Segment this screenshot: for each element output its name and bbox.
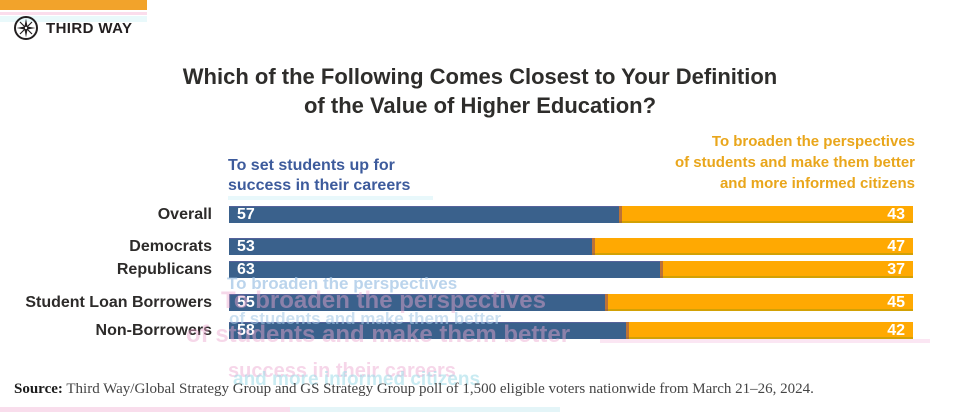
chart-title-line2: of the Value of Higher Education? — [303, 92, 657, 118]
bar-track: 63 37 — [229, 261, 913, 278]
legend-blue-series: To set students up for success in their … — [228, 156, 410, 196]
blue-value-label: 63 — [237, 261, 255, 278]
orange-segment: 47 — [591, 238, 913, 255]
bar-track: 55 45 — [229, 294, 913, 311]
bar-track: 57 43 — [229, 206, 913, 223]
category-label: Student Loan Borrowers — [25, 294, 212, 311]
category-label: Democrats — [129, 238, 212, 255]
blue-segment: 58 — [229, 322, 626, 339]
bar-row-democrats: Democrats 53 47 — [0, 238, 913, 255]
orange-value-label: 37 — [887, 261, 905, 278]
compression-artifact-strip — [0, 16, 147, 22]
compression-artifact-strip — [290, 407, 560, 412]
orange-segment: 43 — [618, 206, 913, 223]
compression-artifact-strip — [0, 407, 290, 412]
legend-orange-line2: of students and make them better — [674, 154, 915, 171]
bar-row-non-borrowers: Non-Borrowers 58 42 — [0, 322, 913, 339]
blue-segment: 57 — [229, 206, 619, 223]
chart-title-line1: Which of the Following Comes Closest to … — [182, 63, 778, 89]
compression-artifact-strip — [228, 196, 433, 200]
legend-orange-line1: To broaden the perspectives — [711, 133, 915, 150]
compass-star-logo-icon — [13, 15, 39, 41]
category-label: Non-Borrowers — [95, 322, 212, 339]
orange-value-label: 45 — [887, 294, 905, 311]
category-label: Republicans — [116, 261, 212, 278]
source-text: Third Way/Global Strategy Group and GS S… — [62, 381, 814, 397]
legend-orange-line3: and more informed citizens — [719, 175, 915, 192]
orange-segment: 42 — [625, 322, 913, 339]
legend-blue-line1: To set students up for — [228, 157, 395, 174]
brand-accent-bar — [0, 0, 147, 10]
brand-header: THIRD WAY — [13, 15, 132, 41]
category-label: Overall — [157, 206, 212, 223]
blue-value-label: 58 — [237, 322, 255, 339]
bar-track: 53 47 — [229, 238, 913, 255]
blue-value-label: 55 — [237, 294, 255, 311]
orange-value-label: 43 — [887, 206, 905, 223]
brand-name: THIRD WAY — [46, 19, 133, 37]
bar-row-student-loan-borrowers: Student Loan Borrowers 55 45 — [0, 294, 913, 311]
blue-segment: 63 — [229, 261, 660, 278]
source-label: Source: — [14, 381, 63, 397]
compression-artifact-strip — [0, 12, 147, 15]
legend-blue-line2: success in their careers — [228, 177, 411, 194]
orange-value-label: 47 — [887, 238, 905, 255]
chart-title: Which of the Following Comes Closest to … — [0, 62, 960, 120]
source-note: Source: Third Way/Global Strategy Group … — [14, 380, 814, 399]
bar-row-republicans: Republicans 63 37 — [0, 261, 913, 278]
bar-track: 58 42 — [229, 322, 913, 339]
bar-row-overall: Overall 57 43 — [0, 206, 913, 223]
orange-value-label: 42 — [887, 322, 905, 339]
blue-segment: 53 — [229, 238, 592, 255]
legend-orange-series: To broaden the perspectives of students … — [675, 131, 915, 194]
blue-value-label: 53 — [237, 238, 255, 255]
compression-artifact-strip — [600, 339, 930, 343]
blue-value-label: 57 — [237, 206, 255, 223]
orange-segment: 37 — [659, 261, 913, 278]
blue-segment: 55 — [229, 294, 606, 311]
orange-segment: 45 — [605, 294, 913, 311]
